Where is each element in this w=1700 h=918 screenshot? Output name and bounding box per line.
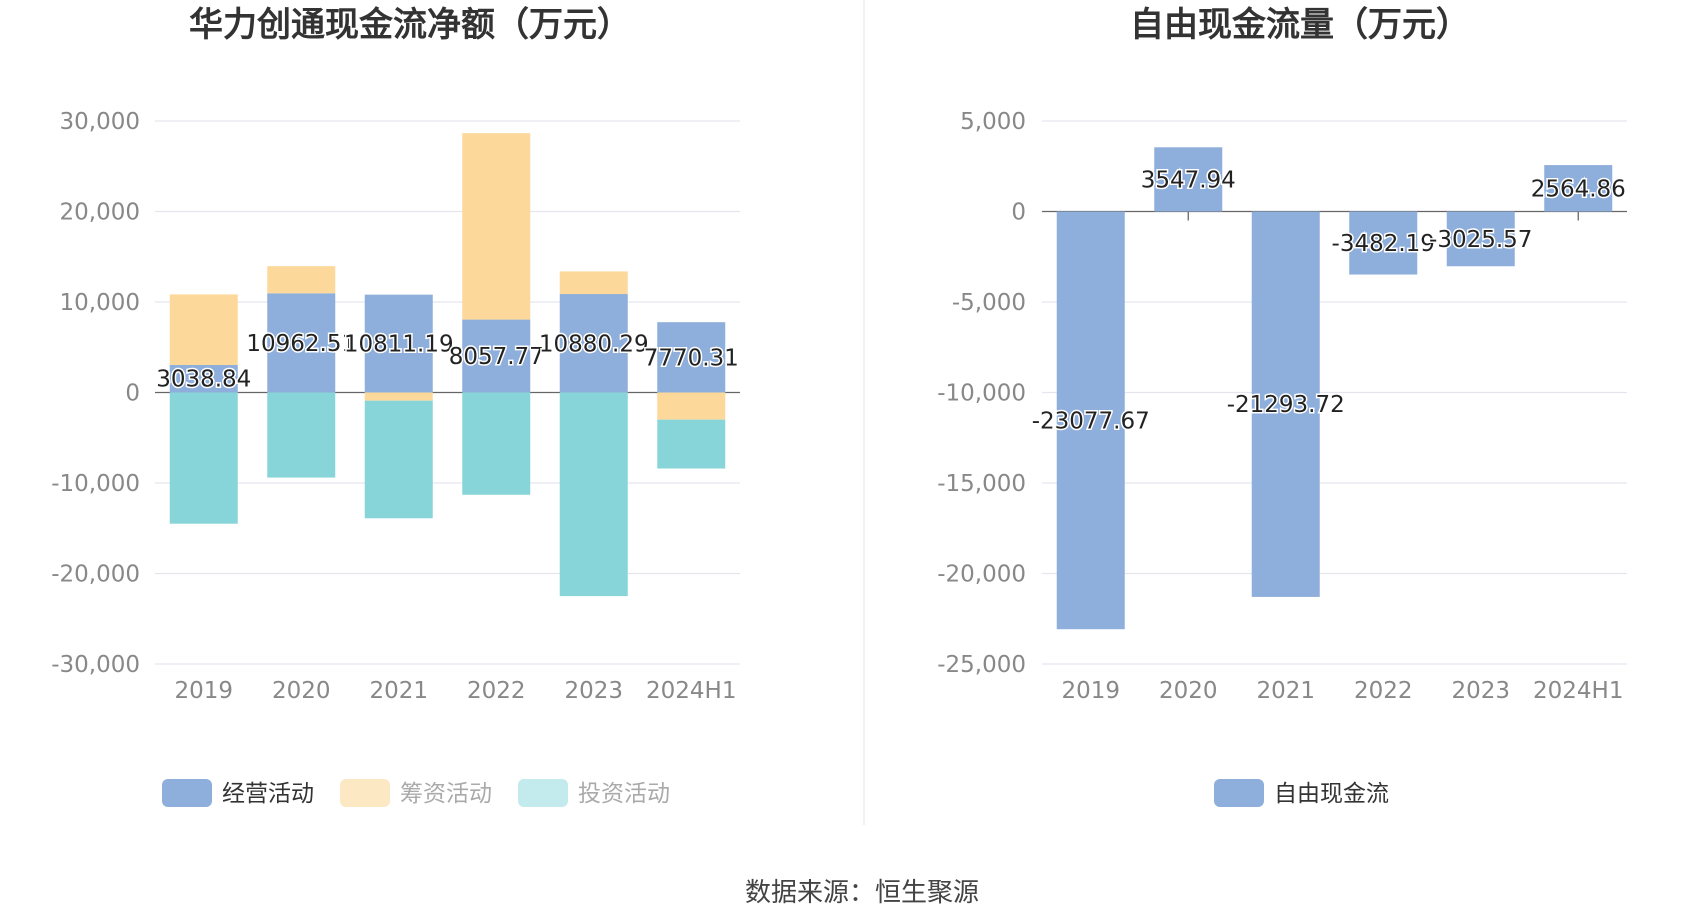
x-tick-label: 2019	[174, 678, 233, 704]
x-tick-label: 2021	[369, 678, 428, 704]
bar-operating	[267, 293, 336, 393]
data-label: -21293.72	[1227, 392, 1345, 418]
y-tick-label: -10,000	[51, 471, 140, 497]
chart-title: 自由现金流量（万元）	[1130, 5, 1470, 45]
data-label: 10962.51	[246, 331, 356, 357]
y-tick-label: 20,000	[60, 200, 140, 226]
bar-operating	[462, 319, 531, 393]
legend-swatch	[518, 779, 568, 807]
y-tick-label: 30,000	[60, 109, 140, 135]
bar-financing	[364, 392, 433, 401]
bar-operating	[169, 364, 238, 393]
bar-financing	[169, 294, 238, 365]
bar-fcf	[1154, 147, 1223, 212]
legend-label: 筹资活动	[400, 781, 492, 807]
bar-financing	[559, 271, 628, 295]
x-tick-label: 2022	[1354, 678, 1413, 704]
bar-fcf	[1349, 211, 1418, 275]
bar-financing	[267, 266, 336, 294]
legend-label: 投资活动	[578, 781, 670, 807]
y-tick-label: -20,000	[51, 562, 140, 588]
legend-item[interactable]: 投资活动	[518, 779, 670, 807]
data-label: 10811.19	[344, 332, 454, 358]
bar-fcf	[1056, 211, 1125, 630]
data-label: 3547.94	[1141, 167, 1236, 193]
bar-fcf	[1544, 165, 1613, 212]
bar-investing	[657, 419, 726, 469]
y-tick-label: 10,000	[60, 290, 140, 316]
legend-item[interactable]: 经营活动	[162, 779, 314, 807]
x-tick-label: 2020	[272, 678, 331, 704]
bar-operating	[364, 294, 433, 393]
chart-1: 华力创通现金流净额（万元） 30,000 20,000 10,000 0 -10,000 -…	[51, 5, 740, 807]
bar-investing	[267, 392, 336, 478]
legend-swatch	[162, 779, 212, 807]
chart-title: 华力创通现金流净额（万元）	[189, 5, 631, 45]
legend-label: 经营活动	[222, 781, 314, 807]
y-tick-label: -30,000	[51, 652, 140, 678]
chart-2: 自由现金流量（万元） 5,000 0 -5,000 -10,000 -15,000 -20,…	[937, 5, 1627, 807]
data-label: -23077.67	[1032, 408, 1150, 434]
data-label: 7770.31	[644, 345, 739, 371]
x-tick-label: 2022	[467, 678, 526, 704]
x-tick-label: 2024H1	[1533, 678, 1623, 704]
bar-investing	[364, 400, 433, 519]
legend-label: 自由现金流	[1274, 781, 1389, 807]
data-label: 2564.86	[1531, 176, 1626, 202]
y-tick-label: -15,000	[937, 471, 1026, 497]
data-label: 3038.84	[156, 367, 251, 393]
y-tick-label: 0	[125, 381, 140, 407]
bar-operating	[559, 294, 628, 393]
bar-investing	[559, 392, 628, 597]
x-tick-label: 2021	[1256, 678, 1315, 704]
y-tick-label: -10,000	[937, 381, 1026, 407]
bar-fcf	[1251, 211, 1320, 597]
data-label: -3482.19	[1332, 231, 1435, 257]
y-tick-label: -25,000	[937, 652, 1026, 678]
x-tick-label: 2019	[1061, 678, 1120, 704]
legend-swatch	[340, 779, 390, 807]
x-tick-label: 2024H1	[646, 678, 736, 704]
data-label: -3025.57	[1429, 227, 1532, 253]
y-tick-label: -20,000	[937, 562, 1026, 588]
bar-financing	[657, 392, 726, 420]
y-tick-label: 5,000	[960, 109, 1026, 135]
bar-fcf	[1446, 211, 1515, 267]
bar-operating	[657, 322, 726, 393]
y-tick-label: -5,000	[952, 290, 1026, 316]
legend-swatch	[1214, 779, 1264, 807]
bar-investing	[169, 392, 238, 524]
source-note: 数据来源：恒生聚源	[745, 878, 979, 908]
y-tick-label: 0	[1011, 200, 1026, 226]
data-label: 10880.29	[539, 331, 649, 357]
x-tick-label: 2023	[1451, 678, 1510, 704]
legend-item[interactable]: 自由现金流	[1214, 779, 1389, 807]
legend-item[interactable]: 筹资活动	[340, 779, 492, 807]
x-tick-label: 2023	[564, 678, 623, 704]
data-label: 8057.77	[449, 344, 544, 370]
bar-financing	[462, 133, 531, 320]
x-tick-label: 2020	[1159, 678, 1218, 704]
bar-investing	[462, 392, 531, 495]
